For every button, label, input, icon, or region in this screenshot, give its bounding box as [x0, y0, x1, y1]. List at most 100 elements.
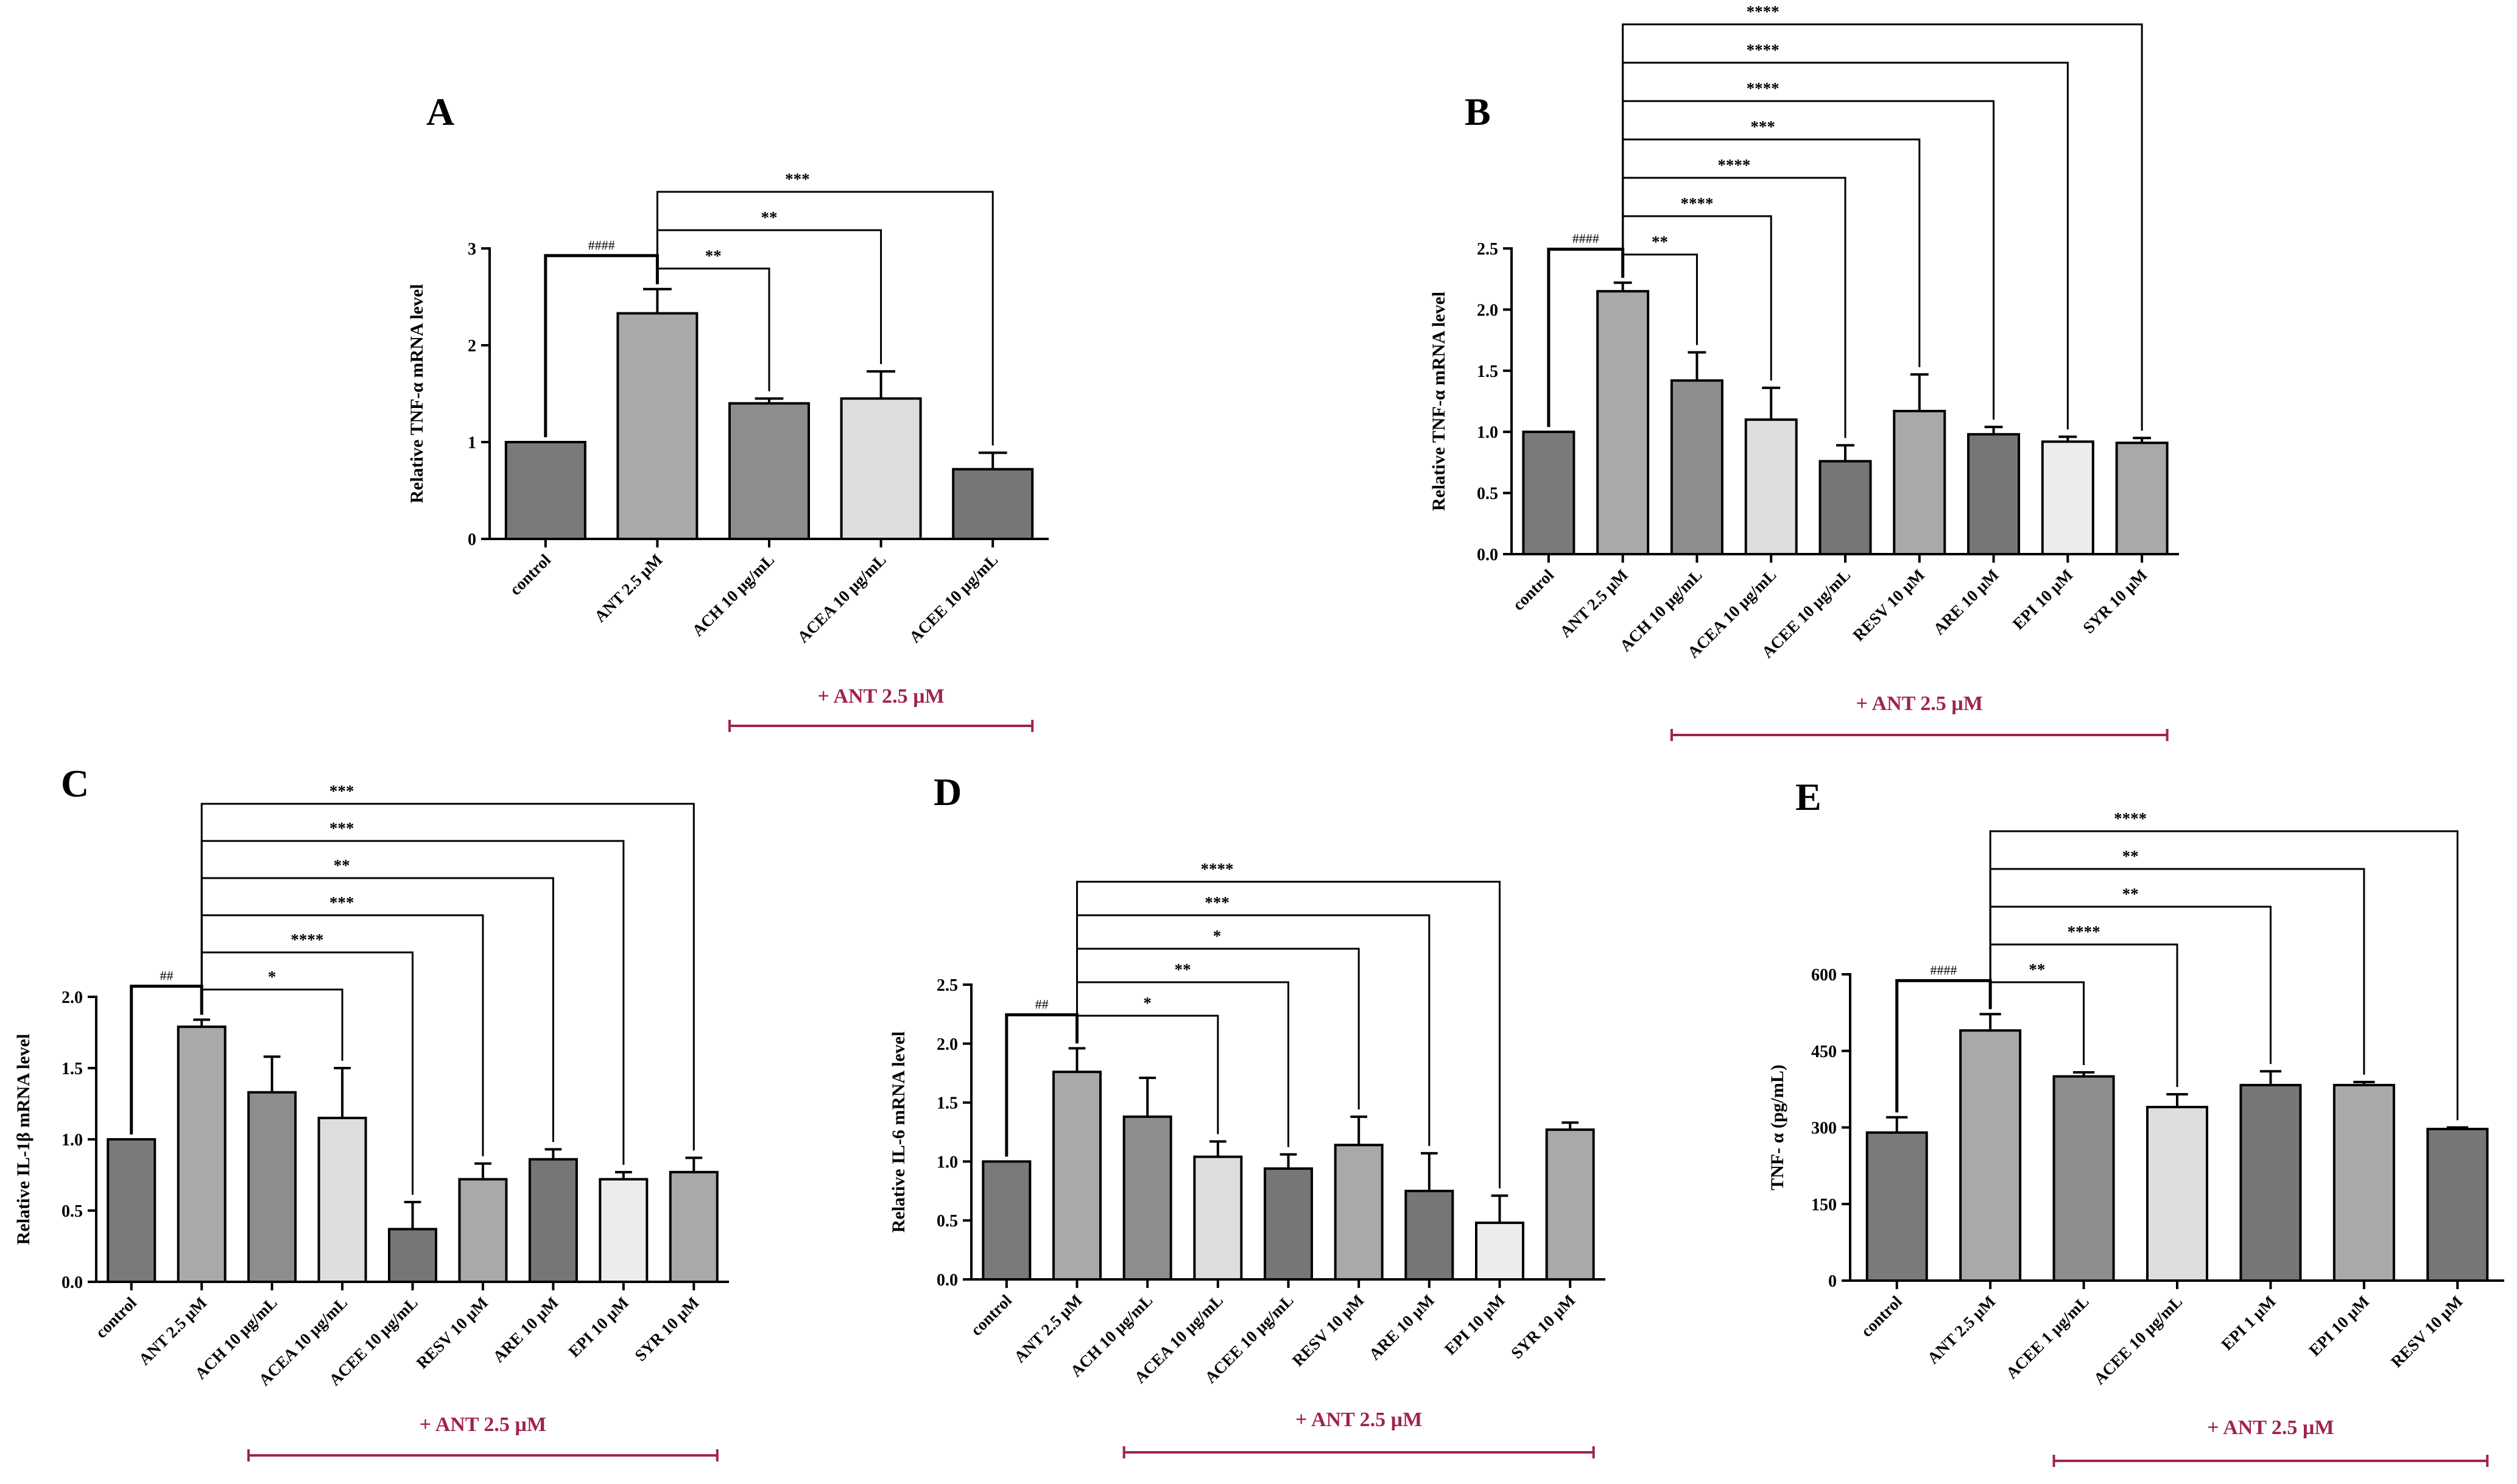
category-label: control	[1857, 1292, 1906, 1341]
category-label: control	[506, 550, 555, 599]
y-tick-label: 450	[1811, 1043, 1837, 1061]
sig-label: **	[705, 247, 722, 265]
sig-label: ****	[1680, 194, 1713, 213]
y-tick-label: 1.0	[937, 1153, 958, 1172]
y-tick-label: 3	[468, 240, 476, 259]
y-tick-label: 0	[468, 530, 476, 549]
sig-bracket	[1076, 914, 1431, 1146]
sig-label: ****	[1747, 2, 1780, 21]
bar	[616, 312, 699, 541]
y-tick-label: 0.0	[937, 1271, 958, 1290]
sig-label: *	[1213, 927, 1222, 945]
bar	[317, 1116, 367, 1284]
y-axis-label: Relative TNF-α mRNA level	[1429, 292, 1449, 511]
y-tick-label: 0.0	[62, 1273, 83, 1292]
category-label: ARE 10 µM	[1930, 566, 2002, 638]
bar	[728, 402, 810, 541]
sig-label: *	[1143, 994, 1152, 1012]
panel-letter: B	[1465, 90, 1491, 133]
hash-label: ##	[160, 968, 173, 983]
hash-label: ####	[1572, 231, 1599, 246]
bar	[1818, 460, 1872, 556]
bar	[1744, 418, 1798, 555]
y-tick-label: 0.0	[1477, 546, 1498, 564]
bar	[388, 1228, 437, 1284]
y-tick-label: 2.0	[62, 988, 83, 1007]
category-label: RESV 10 µM	[413, 1293, 491, 1372]
category-label: ANT 2.5 µM	[1924, 1292, 1999, 1368]
sig-label: **	[334, 856, 350, 874]
category-label: ACEE 10 µg/mL	[906, 550, 1001, 646]
sig-label: ***	[1750, 118, 1775, 136]
bar	[982, 1160, 1032, 1281]
bar	[1596, 290, 1650, 555]
sig-label: ***	[329, 782, 354, 800]
y-tick-label: 300	[1811, 1119, 1837, 1138]
category-label: EPI 1 µM	[2218, 1292, 2279, 1354]
bar	[458, 1178, 508, 1284]
sig-label: **	[761, 208, 778, 227]
panel-e: E 0 150 300 450 600 TNF- α (pg/mL) control ANT 2…	[1767, 775, 2504, 1467]
y-tick-label: 2.5	[1477, 240, 1498, 259]
y-tick-label: 1.5	[937, 1094, 958, 1113]
y-tick-label: 1.5	[1477, 362, 1498, 381]
y-tick-label: 600	[1811, 966, 1837, 985]
sig-label: **	[2029, 960, 2045, 979]
bar	[2052, 1075, 2115, 1282]
bar	[1670, 379, 1723, 555]
category-label: ACH 10 µg/mL	[688, 550, 778, 640]
sig-bracket	[656, 191, 994, 446]
bar	[2239, 1083, 2302, 1282]
bar	[669, 1170, 719, 1283]
bar	[2332, 1083, 2395, 1282]
category-label: control	[92, 1293, 141, 1342]
category-label: ACEE 10 µg/mL	[2090, 1292, 2186, 1388]
bar	[1545, 1128, 1595, 1281]
sig-label: ***	[1205, 893, 1230, 912]
sig-bracket	[1076, 981, 1289, 1147]
sig-bracket	[1076, 881, 1501, 1189]
y-tick-label: 2	[468, 337, 476, 356]
sig-label: ****	[1201, 860, 1234, 878]
category-label: RESV 10 µM	[2387, 1292, 2466, 1371]
panel-b: B 0.0 0.5 1.0 1.5 2.0 2.5 Relative TNF-α mRNA l…	[1429, 2, 2179, 741]
bar	[840, 397, 922, 541]
bar	[952, 468, 1034, 541]
bar	[1193, 1155, 1243, 1281]
sig-label: ****	[2114, 809, 2147, 828]
category-label: ARE 10 µM	[1365, 1291, 1438, 1363]
y-tick-label: 1	[468, 434, 476, 452]
sig-label: ***	[785, 170, 810, 188]
bar	[504, 441, 586, 540]
bar	[1893, 410, 1946, 556]
y-tick-label: 0.5	[62, 1202, 83, 1221]
sig-bracket	[1989, 830, 2459, 1120]
sig-label: ****	[1717, 156, 1750, 174]
panel-a: A 0 1 2 3 Relative TNF-α mRNA level control ANT…	[407, 90, 1049, 732]
group-label: + ANT 2.5 µM	[420, 1413, 546, 1436]
bar	[1475, 1222, 1524, 1281]
category-label: EPI 10 µM	[565, 1293, 632, 1361]
sig-label: ****	[290, 930, 323, 949]
sig-label: **	[1175, 960, 1191, 979]
bar	[528, 1158, 578, 1284]
category-label: RESV 10 µM	[1289, 1291, 1367, 1370]
y-tick-label: 0	[1828, 1272, 1837, 1291]
category-label: ANT 2.5 µM	[135, 1293, 211, 1369]
bar	[1522, 431, 1575, 556]
bar	[1967, 433, 2021, 555]
sig-label: ****	[1747, 41, 1780, 59]
y-tick-label: 1.0	[1477, 423, 1498, 442]
category-label: ANT 2.5 µM	[591, 550, 666, 626]
y-axis-label: Relative IL-6 mRNA level	[889, 1032, 909, 1233]
panel-letter: C	[61, 762, 89, 805]
category-label: SYR 10 µM	[1507, 1291, 1579, 1362]
bar	[1959, 1029, 2022, 1282]
bar	[1334, 1144, 1384, 1281]
group-label: + ANT 2.5 µM	[1856, 692, 1983, 715]
category-label: ARE 10 µM	[489, 1293, 561, 1366]
category-label: EPI 10 µM	[2305, 1292, 2373, 1360]
category-label: ANT 2.5 µM	[1556, 566, 1632, 641]
panel-c: C 0.0 0.5 1.0 1.5 2.0 Relative IL-1β mRNA leve…	[13, 762, 729, 1461]
